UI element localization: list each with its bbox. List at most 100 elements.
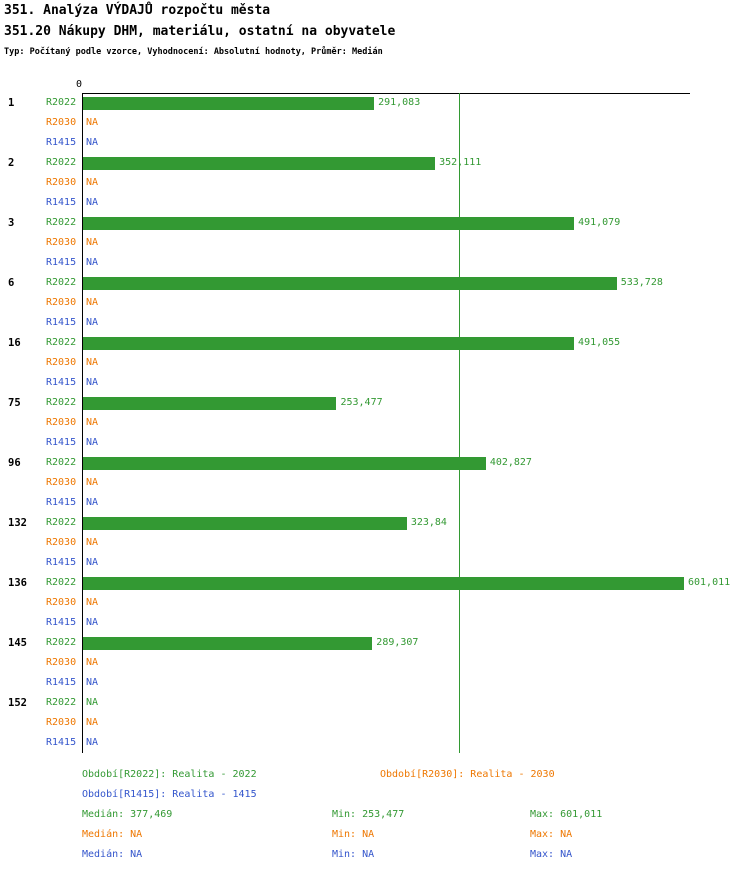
series-label: R2030 [46, 597, 77, 608]
stat-min-r2022: Min: 253,477 [332, 809, 405, 820]
series-label: R2030 [46, 477, 77, 488]
na-value: NA [86, 297, 99, 308]
bar [83, 576, 684, 590]
na-value: NA [86, 657, 99, 668]
na-value: NA [86, 417, 99, 428]
chart-row: 6 R2022 533,728 [0, 273, 750, 293]
chart-row: R2030 NA [0, 413, 750, 433]
axis-zero-label: 0 [76, 79, 83, 90]
chart-row: R2030 NA [0, 713, 750, 733]
na-value: NA [86, 317, 99, 328]
series-label: R2022 [46, 517, 77, 528]
chart-row: R2030 NA [0, 233, 750, 253]
na-value: NA [86, 437, 99, 448]
chart-row: 3 R2022 491,079 [0, 213, 750, 233]
na-value: NA [86, 737, 99, 748]
bar-value: 352,111 [439, 157, 482, 168]
legend-r2030: Období[R2030]: Realita - 2030 [380, 769, 555, 780]
series-label: R2030 [46, 297, 77, 308]
series-label: R2030 [46, 537, 77, 548]
na-value: NA [86, 697, 99, 708]
bar-value: 601,011 [688, 577, 731, 588]
chart-row: 75 R2022 253,477 [0, 393, 750, 413]
series-label: R2022 [46, 637, 77, 648]
stat-max-r1415: Max: NA [530, 849, 573, 860]
chart-row: R2030 NA [0, 353, 750, 373]
na-value: NA [86, 237, 99, 248]
group-label: 152 [8, 697, 27, 709]
axis-baseline [82, 93, 83, 753]
na-value: NA [86, 177, 99, 188]
series-label: R2022 [46, 217, 77, 228]
chart-row: R1415 NA [0, 613, 750, 633]
series-label: R2030 [46, 657, 77, 668]
bar-value: 491,079 [578, 217, 621, 228]
na-value: NA [86, 197, 99, 208]
page-title: 351. Analýza VÝDAJŮ rozpočtu města [4, 3, 271, 18]
na-value: NA [86, 717, 99, 728]
bar [83, 96, 375, 110]
legend-r1415: Období[R1415]: Realita - 1415 [82, 789, 257, 800]
series-label: R2030 [46, 717, 77, 728]
chart-row: R1415 NA [0, 553, 750, 573]
series-label: R1415 [46, 497, 77, 508]
chart-row: R2030 NA [0, 533, 750, 553]
bar [83, 516, 407, 530]
group-label: 96 [8, 457, 21, 469]
chart-row: R1415 NA [0, 733, 750, 753]
group-label: 136 [8, 577, 27, 589]
chart-row: R2030 NA [0, 593, 750, 613]
group-label: 132 [8, 517, 27, 529]
na-value: NA [86, 677, 99, 688]
group-label: 2 [8, 157, 15, 169]
chart-row: R1415 NA [0, 253, 750, 273]
series-label: R2030 [46, 417, 77, 428]
group-label: 145 [8, 637, 27, 649]
chart-row: 152 R2022 NA [0, 693, 750, 713]
chart-row: R1415 NA [0, 433, 750, 453]
stat-max-r2022: Max: 601,011 [530, 809, 603, 820]
series-label: R2022 [46, 457, 77, 468]
series-label: R2022 [46, 577, 77, 588]
series-label: R1415 [46, 737, 77, 748]
bar-value: 533,728 [620, 277, 663, 288]
bar [83, 636, 373, 650]
stat-max-r2030: Max: NA [530, 829, 573, 840]
group-label: 3 [8, 217, 15, 229]
series-label: R2022 [46, 157, 77, 168]
chart-row: R1415 NA [0, 133, 750, 153]
bar [83, 156, 436, 170]
bar [83, 276, 617, 290]
group-label: 75 [8, 397, 21, 409]
na-value: NA [86, 137, 99, 148]
na-value: NA [86, 497, 99, 508]
series-label: R1415 [46, 197, 77, 208]
series-label: R2030 [46, 357, 77, 368]
bar [83, 216, 575, 230]
series-label: R1415 [46, 677, 77, 688]
chart-row: R2030 NA [0, 113, 750, 133]
bar-value: 491,055 [578, 337, 621, 348]
stat-median-r1415: Medián: NA [82, 849, 143, 860]
stat-min-r2030: Min: NA [332, 829, 375, 840]
na-value: NA [86, 357, 99, 368]
chart-row: 1 R2022 291,083 [0, 93, 750, 113]
chart-row: R1415 NA [0, 493, 750, 513]
stat-median-r2030: Medián: NA [82, 829, 143, 840]
series-label: R2022 [46, 97, 77, 108]
bar-value: 323,84 [410, 517, 447, 528]
series-label: R1415 [46, 377, 77, 388]
chart-row: R1415 NA [0, 313, 750, 333]
chart-row: R1415 NA [0, 373, 750, 393]
series-label: R2022 [46, 337, 77, 348]
series-label: R1415 [46, 137, 77, 148]
series-label: R1415 [46, 437, 77, 448]
chart-row: R1415 NA [0, 673, 750, 693]
page-subtitle: 351.20 Nákupy DHM, materiálu, ostatní na… [4, 24, 396, 39]
group-label: 16 [8, 337, 21, 349]
na-value: NA [86, 257, 99, 268]
na-value: NA [86, 477, 99, 488]
bar-value: 402,827 [489, 457, 532, 468]
series-label: R1415 [46, 617, 77, 628]
